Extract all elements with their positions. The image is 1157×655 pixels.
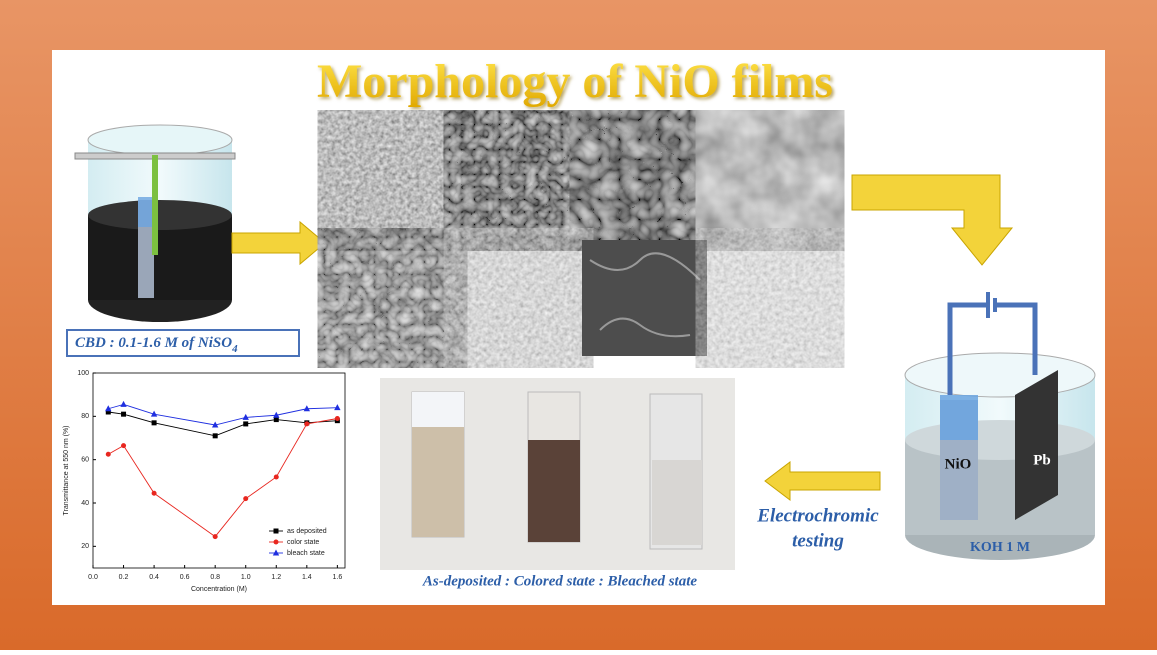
electrode-label: NiO bbox=[945, 456, 972, 472]
x-tick-label: 1.6 bbox=[332, 574, 342, 581]
beaker bbox=[74, 124, 236, 322]
marker bbox=[272, 549, 280, 556]
marker bbox=[304, 421, 310, 427]
arrow bbox=[764, 460, 881, 502]
marker bbox=[243, 496, 249, 502]
electrode-label: Pb bbox=[1033, 452, 1051, 468]
test-label: Electrochromic bbox=[756, 505, 879, 526]
marker bbox=[273, 539, 279, 545]
cbd-box bbox=[66, 329, 300, 357]
x-tick-label: 0.0 bbox=[88, 574, 98, 581]
marker bbox=[151, 420, 157, 426]
y-tick-label: 80 bbox=[81, 413, 89, 420]
legend-label: as deposited bbox=[287, 528, 327, 535]
x-axis-label: Concentration (M) bbox=[191, 586, 247, 593]
arrow bbox=[231, 220, 326, 266]
cbd-label: CBD : 0.1-1.6 M of NiSO4 bbox=[75, 335, 238, 354]
marker bbox=[105, 409, 111, 415]
y-axis-label: Transmittance at 550 nm (%) bbox=[63, 426, 70, 516]
marker bbox=[334, 404, 341, 411]
legend-label: bleach state bbox=[287, 550, 325, 557]
x-tick-label: 0.4 bbox=[149, 574, 159, 581]
x-tick-label: 1.2 bbox=[271, 574, 281, 581]
sample-photo bbox=[380, 378, 735, 570]
marker bbox=[212, 433, 218, 439]
y-tick-label: 40 bbox=[81, 500, 89, 507]
marker bbox=[242, 413, 249, 420]
marker bbox=[243, 421, 249, 427]
y-tick-label: 100 bbox=[77, 370, 89, 377]
x-tick-label: 0.8 bbox=[210, 574, 220, 581]
test-label: testing bbox=[792, 530, 844, 551]
y-tick-label: 60 bbox=[81, 457, 89, 464]
marker bbox=[303, 405, 311, 412]
marker bbox=[212, 534, 218, 540]
x-tick-label: 0.2 bbox=[119, 574, 129, 581]
marker bbox=[273, 411, 280, 418]
marker bbox=[105, 405, 112, 412]
photo-caption: As-deposited : Colored state : Bleached … bbox=[422, 573, 697, 589]
marker bbox=[121, 443, 127, 449]
x-tick-label: 1.4 bbox=[302, 574, 312, 581]
plot-frame bbox=[92, 372, 346, 569]
series-line bbox=[108, 418, 338, 538]
legend-label: color state bbox=[287, 539, 319, 546]
marker bbox=[105, 451, 111, 457]
title: Morphology of NiO films bbox=[317, 55, 833, 108]
electrochemical-cell bbox=[904, 292, 1096, 560]
sem-grid bbox=[330, 122, 832, 356]
x-tick-label: 0.6 bbox=[180, 574, 190, 581]
marker bbox=[121, 411, 127, 417]
marker bbox=[211, 421, 219, 428]
marker bbox=[334, 416, 340, 421]
series-line bbox=[108, 403, 338, 426]
chart: 0.0 0.2 0.4 0.6 0.8 1.0 1.2 1.4 1.6 20 40 60 80 100 Co… bbox=[63, 370, 346, 593]
x-tick-label: 1.0 bbox=[241, 574, 251, 581]
arrow bbox=[851, 174, 1014, 266]
series-line bbox=[108, 411, 338, 437]
electrolyte-label: KOH 1 M bbox=[970, 540, 1030, 555]
marker bbox=[273, 474, 279, 480]
y-tick-label: 20 bbox=[81, 543, 89, 550]
marker bbox=[273, 417, 279, 423]
marker bbox=[150, 410, 158, 417]
marker bbox=[151, 490, 157, 496]
marker bbox=[273, 528, 279, 534]
marker bbox=[120, 400, 127, 407]
